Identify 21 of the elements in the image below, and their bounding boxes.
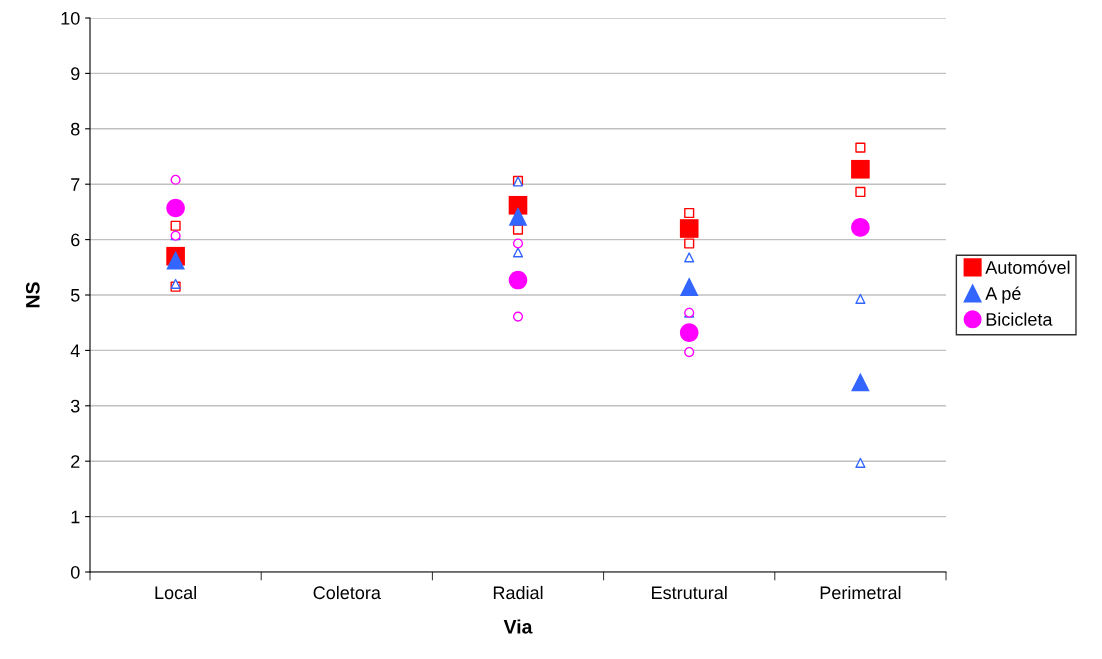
legend-label: Bicicleta	[986, 312, 1053, 326]
y-tick-label: 0	[70, 565, 80, 579]
y-tick-label: 2	[71, 455, 80, 468]
x-tick-label: Coletora	[313, 585, 381, 600]
legend-label: Automóvel	[985, 260, 1070, 274]
y-tick-label: 7	[71, 178, 80, 191]
y-tick-label: 3	[70, 399, 80, 413]
x-tick-label: Perimetral	[820, 585, 901, 600]
y-tick-label: 4	[70, 344, 80, 357]
y-axis-title: NS	[25, 282, 40, 308]
x-tick-label: Radial	[493, 585, 543, 600]
x-axis-title: Via	[503, 619, 533, 634]
x-tick-label: Estrutural	[652, 585, 727, 600]
y-tick-label: 6	[71, 233, 80, 247]
x-tick-label: Local	[155, 585, 196, 600]
y-tick-label: 10	[61, 11, 80, 25]
y-tick-label: 8	[71, 122, 80, 136]
y-tick-label: 9	[71, 67, 80, 81]
y-tick-label: 1	[71, 510, 80, 524]
legend-label: A pé	[985, 286, 1021, 304]
y-tick-label: 5	[70, 289, 80, 302]
